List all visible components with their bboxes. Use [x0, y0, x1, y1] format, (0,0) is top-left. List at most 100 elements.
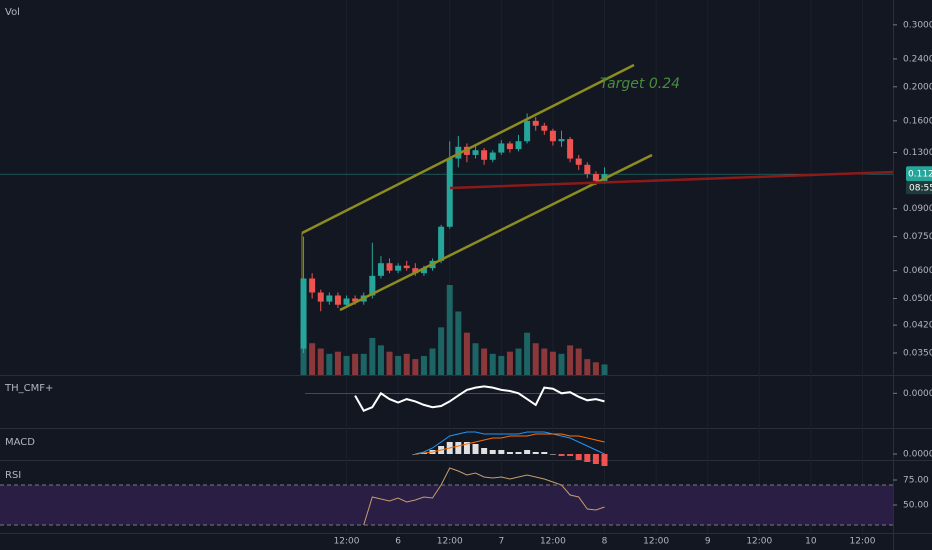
- histogram-bar: [532, 452, 539, 454]
- channel-lower: [339, 153, 653, 312]
- volume-bar: [558, 353, 565, 375]
- x-tick-label: 12:00: [850, 537, 876, 547]
- volume-bar: [498, 355, 505, 375]
- histogram-bar: [455, 442, 462, 454]
- volume-bar: [412, 359, 419, 375]
- candle-body: [541, 125, 548, 131]
- volume-bar: [489, 353, 496, 375]
- histogram-bar: [472, 444, 479, 454]
- pane-title: TH_CMF+: [4, 383, 53, 394]
- pane-title: MACD: [5, 437, 35, 448]
- candle-body: [420, 268, 427, 274]
- channel-upper: [301, 63, 635, 235]
- x-tick-label: 12:00: [540, 537, 566, 547]
- volume-bar: [386, 351, 393, 375]
- histogram-bar: [498, 450, 505, 454]
- volume-bar: [592, 362, 599, 375]
- volume-bar: [377, 345, 384, 375]
- candle-body: [592, 173, 599, 181]
- candle-body: [489, 152, 496, 160]
- candle-body: [472, 150, 479, 155]
- histogram-bar: [524, 450, 531, 454]
- candle-body: [549, 130, 556, 142]
- candle-body: [506, 143, 513, 150]
- volume-bar: [300, 332, 307, 375]
- candle-body: [403, 265, 410, 269]
- histogram-bar: [506, 452, 513, 454]
- histogram-bar: [601, 454, 608, 466]
- histogram-bar: [584, 454, 591, 462]
- countdown-tag: [906, 181, 932, 195]
- candle-body: [386, 263, 393, 271]
- indicator-line: [415, 431, 605, 455]
- y-tick-label: 50.00: [903, 501, 929, 511]
- countdown-label: 08:55: [909, 184, 932, 194]
- candle-body: [352, 298, 359, 302]
- volume-bar: [369, 337, 376, 375]
- axis: 12:00 6 12:00 7 12:00 8 12:00 9 12:00 10 12:00 Vol 0…: [4, 7, 932, 547]
- price-tag: [906, 166, 932, 182]
- volume-bar: [334, 351, 341, 375]
- histogram-bar: [592, 454, 599, 464]
- annotation: Target 0.24: [600, 76, 680, 92]
- candle-body: [584, 164, 591, 174]
- indicator-line: [354, 385, 605, 412]
- candle-body: [317, 292, 324, 302]
- x-tick-label: 12:00: [643, 537, 669, 547]
- candle-body: [369, 275, 376, 296]
- candle-body: [481, 150, 488, 160]
- candle-body: [438, 226, 445, 261]
- x-tick-label: 8: [602, 537, 608, 547]
- histogram-bar: [481, 448, 488, 454]
- histogram-bar: [489, 450, 496, 454]
- support-line: [449, 170, 894, 190]
- candle-body: [567, 139, 574, 159]
- price-tag-label: 0.11281: [908, 170, 932, 180]
- volume-bar: [309, 343, 316, 375]
- candle-body: [326, 295, 333, 302]
- volume-bar: [532, 343, 539, 375]
- x-tick-label: 7: [498, 537, 504, 547]
- volume-bar: [420, 355, 427, 375]
- candle-body: [377, 263, 384, 276]
- volume-bar: [575, 348, 582, 375]
- candle-body: [412, 268, 419, 274]
- volume-bar: [429, 348, 436, 375]
- histogram-bar: [412, 454, 419, 455]
- volume-bar: [472, 343, 479, 375]
- histogram-bar: [558, 454, 565, 456]
- candle-body: [498, 143, 505, 153]
- x-tick-label: 9: [705, 537, 711, 547]
- candle-body: [300, 278, 307, 349]
- pane-title: RSI: [5, 470, 21, 481]
- volume-bar: [352, 353, 359, 375]
- indicator-line: [363, 467, 605, 526]
- volume-bar: [549, 351, 556, 375]
- volume-bar: [360, 353, 367, 375]
- volume-bar: [584, 359, 591, 375]
- histogram-bar: [575, 454, 582, 460]
- volume-bar: [455, 311, 462, 375]
- volume-bar: [395, 355, 402, 375]
- candle-body: [532, 120, 539, 126]
- candle-body: [515, 141, 522, 150]
- volume-bar: [438, 327, 445, 375]
- x-tick-label: 6: [395, 537, 401, 547]
- candle-body: [575, 158, 582, 165]
- volume-bar: [463, 332, 470, 375]
- candle-body: [395, 265, 402, 271]
